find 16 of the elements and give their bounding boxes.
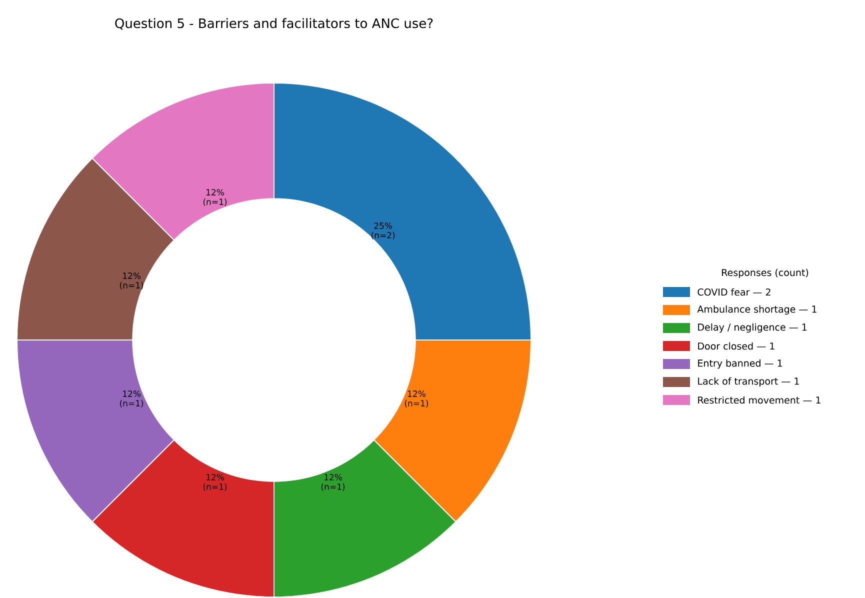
legend-label: Entry banned — 1	[698, 359, 782, 369]
legend-label: Lack of transport — 1	[698, 377, 799, 387]
chart-title: Question 5 - Barriers and facilitators to ANC use?	[115, 18, 433, 30]
legend-label: Ambulance shortage — 1	[697, 305, 816, 315]
data-label: 25% (n=2)	[372, 222, 395, 240]
legend-label: Door closed — 1	[698, 342, 774, 350]
legend-label: COVID fear — 2	[698, 288, 770, 296]
data-label: 12% (n=1)	[203, 474, 227, 491]
data-label: 12% (n=1)	[120, 272, 144, 290]
data-label: 12% (n=1)	[321, 474, 345, 491]
legend-label: Delay / negligence — 1	[698, 323, 807, 333]
data-label: 12% (n=1)	[404, 390, 428, 408]
legend-label: Restricted movement — 1	[698, 396, 820, 404]
legend-title: Responses (count)	[722, 268, 808, 278]
data-label: 12% (n=1)	[120, 390, 144, 408]
data-label: 12% (n=1)	[203, 189, 227, 206]
